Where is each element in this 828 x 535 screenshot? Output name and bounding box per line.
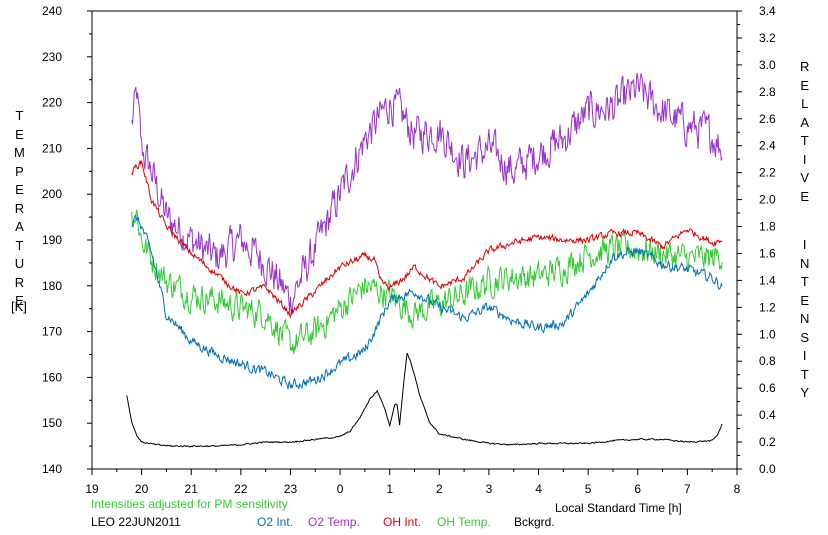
right-tick-label: 1.8 <box>759 220 776 234</box>
right-tick-label: 1.2 <box>759 300 776 314</box>
axis-title-letter: E <box>800 292 810 308</box>
axis-title-letter: R <box>800 59 810 74</box>
x-tick-label: 5 <box>585 482 592 496</box>
legend-o2-temp: O2 Temp. <box>308 515 360 529</box>
legend-bckgrd: Bckgrd. <box>514 515 555 529</box>
right-tick-label: 0.2 <box>759 435 776 449</box>
axis-title-letter: T <box>15 108 24 123</box>
x-tick-label: 6 <box>634 482 641 496</box>
x-tick-label: 0 <box>337 482 344 496</box>
right-tick-label: 1.6 <box>759 246 776 260</box>
left-tick-label: 240 <box>42 4 62 18</box>
station-date-label: LEO 22JUN2011 <box>91 515 181 529</box>
right-axis: 0.0 0.2 0.4 0.6 0.8 1.0 1.2 1.4 1.6 1.8 2.0 2.2 2.4 2… <box>737 4 776 476</box>
left-tick-label: 200 <box>42 187 62 201</box>
left-axis: 140 150 160 170 180 190 200 210 220 230 240 <box>42 4 92 476</box>
legend-o2-int: O2 Int. <box>257 515 294 529</box>
series-line-o2-temp <box>131 72 723 315</box>
axis-title-letter: R <box>14 274 25 290</box>
right-tick-label: 3.4 <box>759 4 776 18</box>
x-tick-label: 8 <box>734 482 741 496</box>
left-tick-label: 220 <box>42 96 62 110</box>
series-line-o2-int <box>131 213 723 390</box>
axis-title-letter: U <box>14 256 25 271</box>
axis-title-letter: T <box>800 274 809 289</box>
left-tick-label: 140 <box>42 462 62 476</box>
axis-title-letter: M <box>14 145 25 160</box>
series-line-bckgrd <box>126 352 723 448</box>
right-tick-label: 2.6 <box>759 112 776 126</box>
axis-title-letter: E <box>800 77 810 93</box>
x-tick-label: 3 <box>486 482 493 496</box>
right-tick-label: 2.0 <box>759 193 776 207</box>
axis-title-letter: I <box>802 151 807 167</box>
axis-title-letter: S <box>800 329 810 345</box>
axis-title-letter: R <box>14 200 25 216</box>
right-tick-label: 0.6 <box>759 381 776 395</box>
axis-title-letter: I <box>802 348 807 363</box>
axis-title-letter: V <box>800 170 810 185</box>
x-tick-label: 19 <box>85 482 99 496</box>
right-tick-label: 2.4 <box>759 139 776 153</box>
axis-title-letter: E <box>15 293 24 308</box>
axis-title-letter: Y <box>800 385 810 400</box>
x-axis-title: Local Standard Time [h] <box>555 501 682 515</box>
right-tick-label: 0.0 <box>759 462 776 476</box>
axis-title-letter: T <box>800 366 809 382</box>
legend-oh-temp: OH Temp. <box>437 515 491 529</box>
x-tick-label: 22 <box>234 482 248 496</box>
axis-title-letter: E <box>15 182 24 197</box>
left-tick-label: 180 <box>42 279 62 293</box>
left-tick-label: 160 <box>42 370 62 384</box>
left-tick-label: 210 <box>42 141 62 155</box>
axis-title-letter: E <box>15 126 24 142</box>
axis-title-letter: A <box>15 219 24 234</box>
x-tick-label: 7 <box>684 482 691 496</box>
series-layer <box>126 72 723 448</box>
right-tick-label: 0.8 <box>759 354 776 368</box>
axis-title-letter: N <box>800 311 810 326</box>
axis-title-letter: N <box>800 255 810 271</box>
x-tick-label: 4 <box>535 482 542 496</box>
axis-title-letter: T <box>800 133 809 148</box>
legend-oh-int: OH Int. <box>383 515 422 529</box>
axis-title-letter <box>803 206 807 236</box>
left-tick-label: 190 <box>42 233 62 247</box>
x-tick-label: 21 <box>185 482 199 496</box>
axis-title-letter: I <box>802 237 807 252</box>
left-tick-label: 170 <box>42 325 62 339</box>
x-tick-label: 2 <box>436 482 443 496</box>
axis-title-letter: P <box>15 163 24 179</box>
x-tick-label: 23 <box>284 482 298 496</box>
axis-title-letter: T <box>15 237 24 253</box>
sensitivity-note: Intensities adjusted for PM sensitivity <box>91 497 288 511</box>
left-tick-label: 150 <box>42 416 62 430</box>
right-tick-label: 2.2 <box>759 166 776 180</box>
left-tick-label: 230 <box>42 50 62 64</box>
right-tick-label: 2.8 <box>759 85 776 99</box>
x-tick-label: 1 <box>386 482 393 496</box>
axis-title-letter: A <box>800 114 810 130</box>
x-axis: 19 20 21 22 23 0 1 2 3 4 5 6 7 8 <box>85 469 741 496</box>
series-line-oh-int <box>131 159 723 319</box>
right-tick-label: 1.0 <box>759 327 776 341</box>
axis-title-letter: L <box>801 96 809 111</box>
x-tick-label: 20 <box>135 482 149 496</box>
right-tick-label: 3.0 <box>759 58 776 72</box>
right-tick-label: 0.4 <box>759 408 776 422</box>
axis-title-letter: E <box>800 188 810 204</box>
right-tick-label: 3.2 <box>759 31 776 45</box>
left-axis-unit: [K] <box>11 299 27 314</box>
right-tick-label: 1.4 <box>759 273 776 287</box>
